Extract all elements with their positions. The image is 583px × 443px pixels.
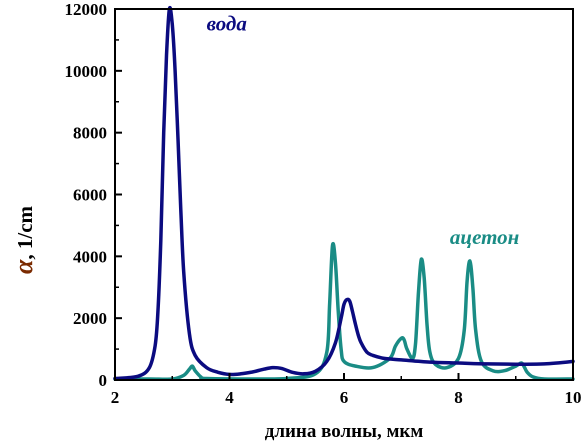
- tick-labels: 2 4 6 8 10 0 2000 4000 6000 8000 10000 12000: [65, 0, 582, 407]
- y-axis-title: α, 1/cm: [9, 205, 38, 274]
- y-tick-label: 10000: [65, 62, 108, 81]
- x-tick-label: 10: [565, 388, 582, 407]
- x-tick-label: 4: [225, 388, 234, 407]
- series-line-water: [113, 6, 575, 381]
- y-axis-unit: , 1/cm: [13, 205, 37, 259]
- y-tick-label: 6000: [73, 186, 107, 205]
- y-tick-label: 4000: [73, 247, 107, 266]
- x-tick-label: 6: [340, 388, 349, 407]
- x-tick-label: 2: [111, 388, 120, 407]
- y-tick-label: 12000: [65, 0, 108, 19]
- series-label: вода: [207, 12, 247, 36]
- y-axis-symbol: α: [9, 259, 38, 274]
- x-tick-label: 8: [454, 388, 463, 407]
- series-label: ацетон: [450, 225, 519, 249]
- x-axis-title: длина волны, мкм: [265, 421, 424, 442]
- y-tick-label: 2000: [73, 309, 107, 328]
- y-tick-label: 8000: [73, 124, 107, 143]
- plot-lines: [113, 6, 575, 382]
- series-line-acetone: [113, 242, 575, 382]
- plot-frame: [114, 8, 574, 381]
- series-annotations: вода ацетон: [207, 12, 520, 249]
- axis-ticks: [114, 8, 574, 381]
- y-tick-label: 0: [99, 371, 108, 390]
